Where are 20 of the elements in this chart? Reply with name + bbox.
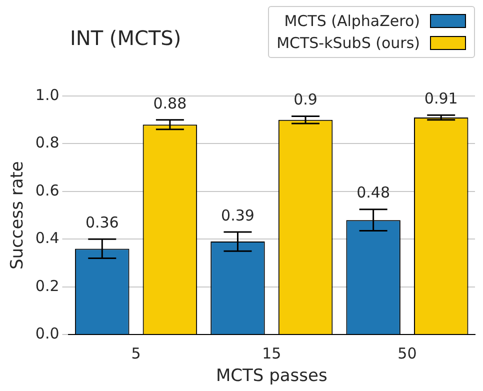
data-label: 0.9 (294, 90, 318, 109)
y-tick-label: 0.4 (35, 229, 60, 248)
x-tick-label: 5 (131, 344, 141, 362)
y-tick-label: 1.0 (35, 86, 60, 104)
data-label: 0.88 (153, 94, 187, 112)
legend-label: MCTS (AlphaZero) (284, 12, 420, 30)
x-axis-title: MCTS passes (216, 366, 328, 386)
x-tick-label: 15 (262, 344, 282, 362)
data-label: 0.39 (221, 206, 254, 224)
y-tick-label: 0.8 (35, 134, 60, 152)
x-tick-label: 50 (398, 344, 417, 362)
data-label: 0.36 (85, 214, 119, 232)
y-axis-title: Success rate (8, 161, 28, 270)
data-label: 0.91 (424, 89, 458, 108)
y-tick-label: 0.6 (35, 181, 60, 200)
chart-title: INT (MCTS) (70, 26, 182, 50)
legend-label: MCTS-kSubS (ours) (276, 34, 420, 52)
y-tick-label: 0.0 (35, 324, 60, 342)
data-label: 0.48 (356, 184, 390, 202)
y-tick-label: 0.2 (35, 276, 60, 295)
